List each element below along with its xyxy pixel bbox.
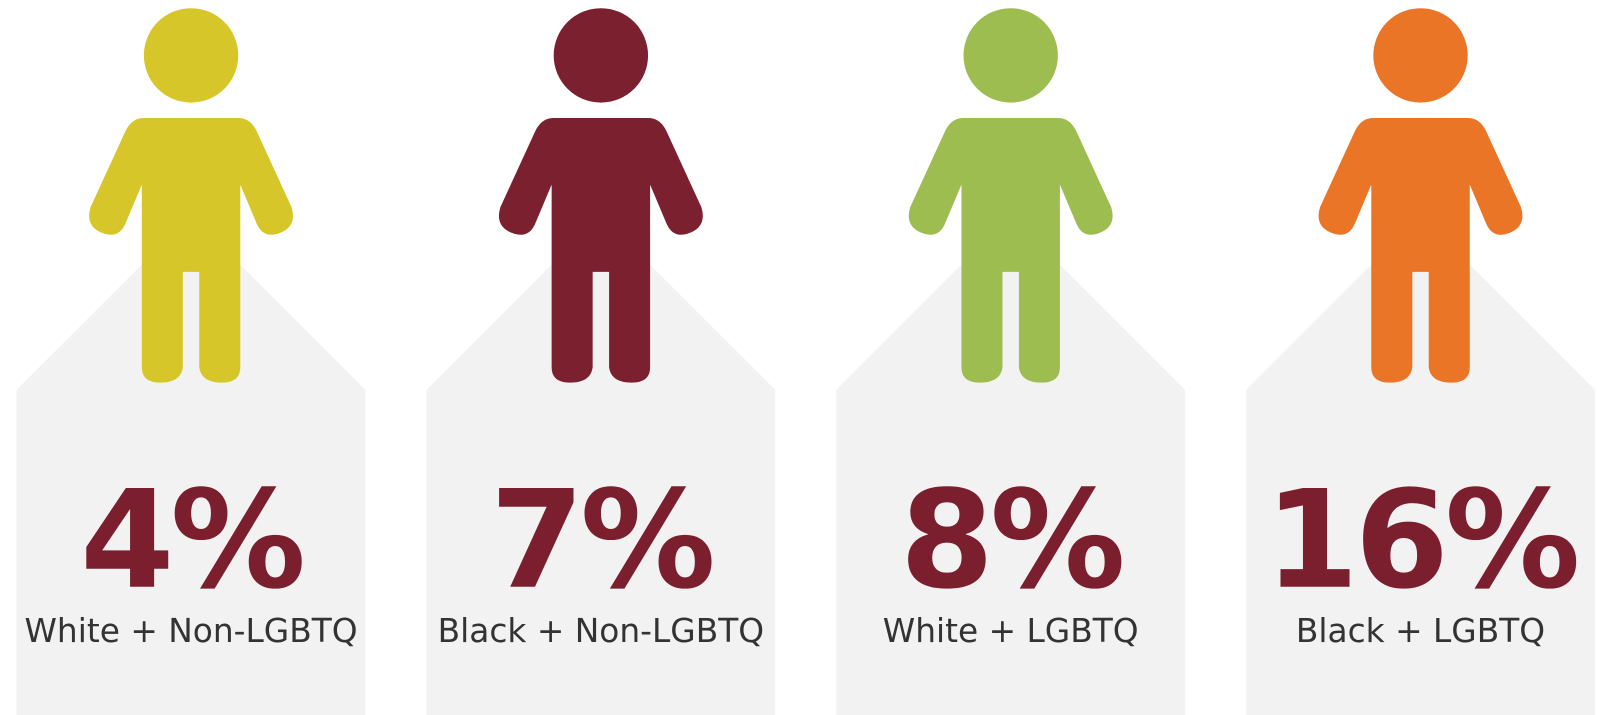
person-head	[143, 8, 239, 103]
percentage: 7%	[490, 461, 712, 619]
group-label: Black + Non-LGBTQ	[438, 612, 764, 650]
group-label: White + Non-LGBTQ	[25, 612, 358, 650]
stat-card: 7%Black + Non-LGBTQ	[426, 8, 776, 715]
card-background	[836, 215, 1186, 715]
stat-card: 16%Black + LGBTQ	[1246, 8, 1595, 715]
group-label: Black + LGBTQ	[1296, 612, 1545, 650]
card-background	[16, 215, 366, 715]
stat-card: 8%White + LGBTQ	[836, 8, 1186, 715]
person-body	[1318, 117, 1523, 383]
card-background	[426, 215, 776, 715]
person-body	[908, 117, 1113, 383]
person-head	[553, 8, 649, 103]
person-head	[963, 8, 1058, 103]
percentage: 16%	[1265, 461, 1577, 619]
card-background	[1246, 215, 1595, 715]
percentage: 4%	[80, 461, 302, 619]
person-head	[1373, 8, 1468, 103]
person-body	[498, 117, 703, 383]
percentage: 8%	[900, 461, 1122, 619]
stat-card: 4%White + Non-LGBTQ	[16, 8, 366, 715]
person-body	[89, 117, 294, 383]
group-label: White + LGBTQ	[883, 612, 1139, 650]
